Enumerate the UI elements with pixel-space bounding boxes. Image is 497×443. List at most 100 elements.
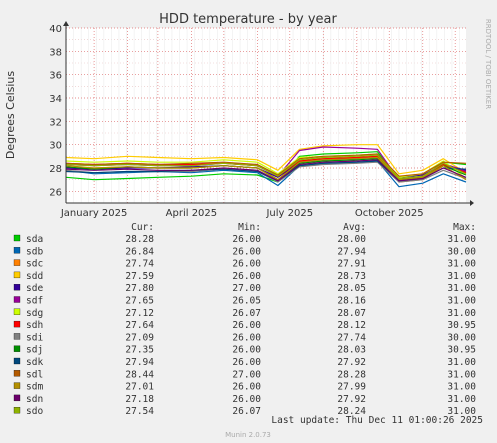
x-tick-label: January 2025 <box>60 208 128 219</box>
legend-avg-value: 27.92 <box>337 357 366 368</box>
x-tick-label: April 2025 <box>166 208 217 219</box>
legend-swatch-sdd <box>13 271 21 279</box>
legend-label-sdn: sdn <box>26 394 43 405</box>
legend-min-value: 26.00 <box>232 394 261 405</box>
legend-header-max: Max: <box>453 222 476 233</box>
axes <box>63 21 474 206</box>
y-tick-label: 34 <box>49 94 62 105</box>
legend-min-value: 26.00 <box>232 234 261 245</box>
legend-avg-value: 28.73 <box>337 271 366 282</box>
x-axis-arrow-icon <box>470 200 474 206</box>
legend-avg-value: 27.99 <box>337 382 366 393</box>
legend-label-sdc: sdc <box>26 259 43 270</box>
legend-swatch-sdf <box>13 296 21 303</box>
legend-swatch-sdj <box>13 345 21 352</box>
legend-min-value: 26.00 <box>232 332 261 343</box>
legend-label-sdj: sdj <box>26 345 43 356</box>
legend-label-sdg: sdg <box>26 308 43 319</box>
legend-header-avg: Avg: <box>343 222 366 233</box>
legend-label-sdh: sdh <box>26 320 43 331</box>
legend-cur-value: 27.64 <box>125 320 154 331</box>
y-tick-label: 26 <box>49 187 62 198</box>
y-tick-label: 40 <box>49 24 62 35</box>
legend-min-value: 26.00 <box>232 271 261 282</box>
legend-avg-value: 27.94 <box>337 246 366 257</box>
legend-avg-value: 28.24 <box>337 406 366 417</box>
legend-avg-value: 27.74 <box>337 332 366 343</box>
series-line-sdm <box>65 156 467 181</box>
legend-max-value: 31.00 <box>447 406 476 417</box>
legend-swatch-sdh <box>13 320 21 328</box>
series-line-sdd <box>65 144 467 175</box>
legend-label-sda: sda <box>26 234 43 245</box>
legend-min-value: 26.00 <box>232 259 261 270</box>
legend-cur-value: 27.18 <box>125 394 154 405</box>
legend-label-sdo: sdo <box>26 406 43 417</box>
axis-ticks: 26 28 30 32 34 36 38 40 January 2025 April 2025 Ju… <box>49 24 423 219</box>
legend-min-value: 26.00 <box>232 345 261 356</box>
legend-swatch-sdo <box>13 407 21 414</box>
legend-max-value: 31.00 <box>447 234 476 245</box>
chart-title: HDD temperature - by year <box>159 12 337 27</box>
series-lines <box>65 144 467 188</box>
munin-version: Munin 2.0.73 <box>225 431 271 439</box>
legend-avg-value: 28.28 <box>337 369 366 380</box>
legend-max-value: 31.00 <box>447 357 476 368</box>
legend-min-value: 26.07 <box>232 406 261 417</box>
legend-max-value: 30.95 <box>447 345 476 356</box>
legend-max-value: 31.00 <box>447 394 476 405</box>
legend-label-sdf: sdf <box>26 296 43 307</box>
legend-max-value: 31.00 <box>447 369 476 380</box>
legend-label-sdm: sdm <box>26 382 43 393</box>
legend-avg-value: 27.91 <box>337 259 366 270</box>
legend-swatch-sda <box>13 234 21 242</box>
y-axis-arrow-icon <box>63 21 69 26</box>
legend-cur-value: 27.12 <box>125 308 154 319</box>
legend-avg-value: 27.92 <box>337 394 366 405</box>
legend-swatch-sdi <box>13 333 21 340</box>
watermark: RRDTOOL / TOBI OETIKER <box>484 19 492 109</box>
legend-label-sdi: sdi <box>26 332 43 343</box>
series-line-sdn <box>65 159 467 182</box>
y-tick-label: 36 <box>49 71 62 82</box>
legend-cur-value: 27.74 <box>125 259 154 270</box>
x-tick-label: October 2025 <box>355 208 424 219</box>
y-tick-label: 32 <box>49 117 62 128</box>
legend-header-cur: Cur: <box>131 222 154 233</box>
legend-min-value: 27.00 <box>232 283 261 294</box>
legend-min-value: 27.00 <box>232 369 261 380</box>
legend-swatch-sdl <box>13 370 21 377</box>
legend-min-value: 26.07 <box>232 308 261 319</box>
legend-max-value: 30.00 <box>447 246 476 257</box>
legend-label-sdk: sdk <box>26 357 43 368</box>
legend-avg-value: 28.16 <box>337 296 366 307</box>
legend-max-value: 31.00 <box>447 271 476 282</box>
legend-cur-value: 26.84 <box>125 246 154 257</box>
legend-cur-value: 27.59 <box>125 271 154 282</box>
legend-min-value: 26.00 <box>232 382 261 393</box>
legend-min-value: 26.00 <box>232 357 261 368</box>
legend-label-sdl: sdl <box>26 369 43 380</box>
legend-max-value: 31.00 <box>447 283 476 294</box>
legend-cur-value: 27.35 <box>125 345 154 356</box>
legend-header-min: Min: <box>238 222 261 233</box>
legend-avg-value: 28.05 <box>337 283 366 294</box>
y-tick-label: 28 <box>49 164 62 175</box>
legend-swatch-sdk <box>13 357 21 365</box>
legend-cur-value: 27.94 <box>125 357 154 368</box>
legend-max-value: 31.00 <box>447 296 476 307</box>
legend-cur-value: 28.44 <box>125 369 154 380</box>
legend-avg-value: 28.03 <box>337 345 366 356</box>
series-line-sdo <box>65 154 467 180</box>
legend-min-value: 26.00 <box>232 320 261 331</box>
series-line-sdl <box>65 153 467 177</box>
legend-cur-value: 27.09 <box>125 332 154 343</box>
legend: Cur: Min: Avg: Max: sda 28.28 26.00 28.00 31.00 s… <box>13 222 476 417</box>
legend-cur-value: 27.80 <box>125 283 154 294</box>
legend-avg-value: 28.00 <box>337 234 366 245</box>
legend-label-sde: sde <box>26 283 43 294</box>
legend-swatch-sde <box>13 284 21 291</box>
legend-swatch-sdg <box>13 308 21 315</box>
legend-avg-value: 28.12 <box>337 320 366 331</box>
